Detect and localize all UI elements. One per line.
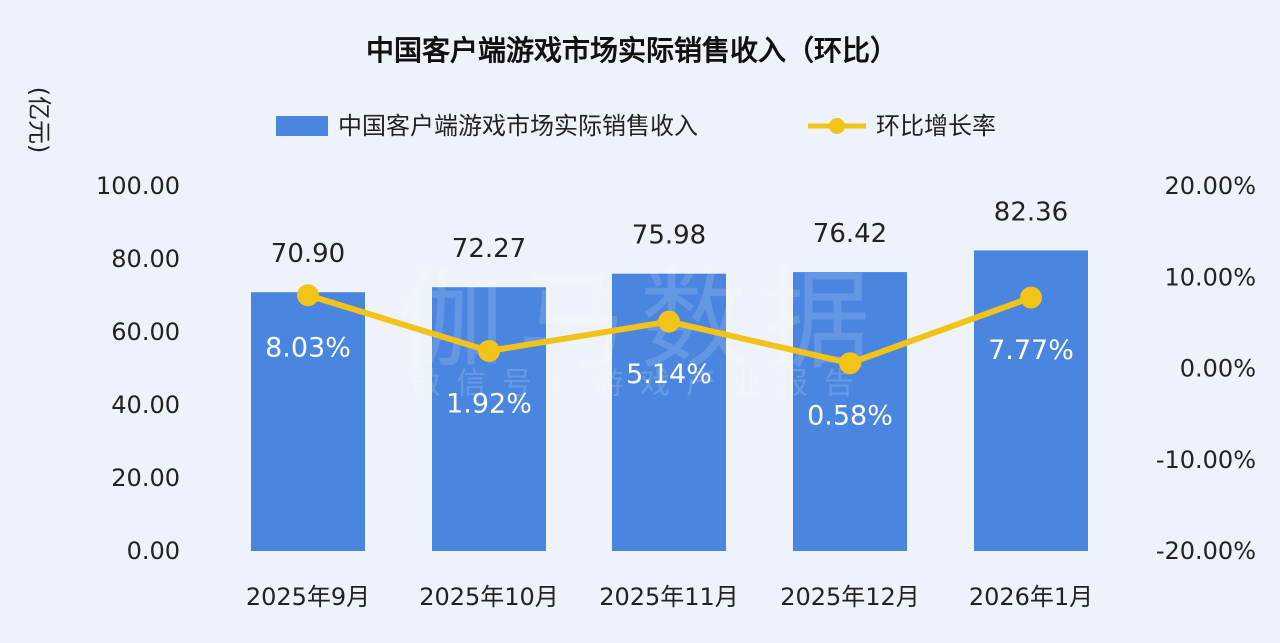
bar (432, 287, 546, 551)
line-point (297, 284, 319, 307)
line-value-label: 8.03% (265, 333, 351, 364)
legend-label-line: 环比增长率 (876, 112, 996, 140)
line-point (1020, 286, 1042, 309)
y-left-tick-label: 80.00 (111, 245, 180, 273)
line-point (658, 310, 680, 333)
x-tick-label: 2025年9月 (246, 583, 370, 611)
line-value-label: 7.77% (988, 335, 1074, 366)
y-right-tick-label: 10.00% (1164, 263, 1256, 291)
y-left-tick-label: 60.00 (111, 318, 180, 346)
line-value-label: 0.58% (807, 401, 893, 432)
line-point (839, 352, 861, 375)
bar-value-label: 76.42 (813, 219, 887, 249)
bar-value-label: 70.90 (271, 239, 345, 269)
x-tick-label: 2025年11月 (599, 583, 739, 611)
legend-label-bar: 中国客户端游戏市场实际销售收入 (338, 112, 698, 140)
bar-value-label: 72.27 (452, 234, 526, 264)
y-left-tick-label: 20.00 (111, 464, 180, 492)
watermark-main: 伽马数据 (396, 260, 884, 385)
bar-value-label: 82.36 (994, 197, 1068, 227)
bar (251, 292, 365, 551)
y-right-tick-label: 0.00% (1180, 355, 1256, 383)
y-left-tick-label: 0.00 (127, 537, 180, 565)
x-tick-label: 2026年1月 (969, 583, 1093, 611)
y-right-tick-label: -10.00% (1156, 446, 1256, 474)
line-point (478, 339, 500, 362)
y-right-tick-label: 20.00% (1164, 172, 1256, 200)
legend-swatch-marker (829, 118, 845, 134)
y-axis-unit-label: (亿元) (25, 87, 53, 154)
watermark-sub: 微信号：游戏产业报告 (410, 367, 870, 402)
x-tick-label: 2025年10月 (419, 583, 559, 611)
line-value-label: 1.92% (446, 388, 532, 419)
bar-value-label: 75.98 (632, 221, 706, 251)
bar (793, 272, 907, 551)
line-value-label: 5.14% (626, 359, 712, 390)
y-left-tick-label: 100.00 (96, 172, 180, 200)
legend-swatch-bar (276, 116, 328, 136)
chart-title: 中国客户端游戏市场实际销售收入（环比） (366, 34, 898, 67)
y-left-tick-label: 40.00 (111, 391, 180, 419)
x-tick-label: 2025年12月 (780, 583, 920, 611)
y-right-tick-label: -20.00% (1156, 537, 1256, 565)
